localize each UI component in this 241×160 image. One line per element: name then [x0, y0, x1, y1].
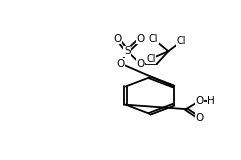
Text: Cl: Cl — [177, 36, 186, 46]
Text: O: O — [195, 96, 203, 106]
Text: O: O — [195, 113, 203, 123]
Text: Cl: Cl — [149, 34, 158, 44]
Text: S: S — [124, 46, 131, 56]
Text: Cl: Cl — [146, 54, 156, 64]
Text: H: H — [208, 96, 215, 106]
Text: O: O — [136, 59, 144, 68]
Text: O: O — [117, 59, 125, 68]
Text: O: O — [114, 34, 122, 44]
Text: O: O — [136, 34, 144, 44]
